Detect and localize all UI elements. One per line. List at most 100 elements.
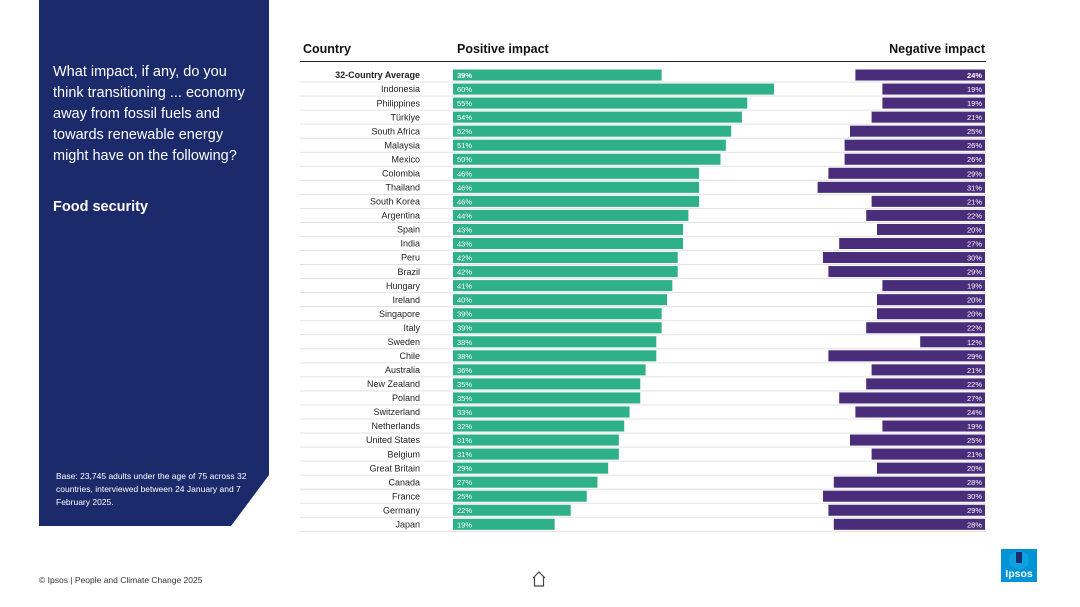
negative-bar-australia	[871, 364, 985, 376]
country-label-india: India	[400, 239, 420, 249]
positive-bar-chile	[453, 350, 657, 362]
negative-bar-t-rkiye	[871, 111, 985, 123]
negative-bar-south-africa	[850, 125, 985, 137]
negative-bar-new-zealand	[866, 378, 985, 390]
positive-bar-italy	[453, 322, 662, 334]
country-label-malaysia: Malaysia	[384, 140, 420, 150]
positive-bar-south-korea	[453, 195, 700, 207]
negative-value-philippines: 19%	[967, 99, 982, 108]
positive-value-great-britain: 29%	[457, 464, 472, 473]
subject-title: Food security	[53, 199, 149, 215]
home-icon[interactable]	[530, 569, 548, 589]
negative-value-singapore: 20%	[967, 310, 982, 319]
negative-value-colombia: 29%	[967, 169, 982, 178]
positive-bar-spain	[453, 223, 684, 235]
header-positive: Positive impact	[457, 42, 549, 56]
negative-bar-argentina	[866, 209, 985, 221]
positive-bar-mexico	[453, 153, 721, 165]
negative-bar-ireland	[877, 294, 985, 306]
country-label-south-korea: South Korea	[370, 197, 420, 207]
positive-bar-canada	[453, 476, 598, 488]
negative-value-thailand: 31%	[967, 183, 982, 192]
country-label-poland: Poland	[392, 393, 420, 403]
chart-area: Country Positive impact Negative impact …	[300, 38, 990, 538]
positive-bar-hungary	[453, 280, 673, 292]
country-label-sweden: Sweden	[387, 337, 420, 347]
positive-bar-india	[453, 237, 684, 250]
positive-bar-indonesia	[453, 83, 774, 95]
positive-value-chile: 38%	[457, 352, 472, 361]
country-label-belgium: Belgium	[387, 449, 420, 459]
positive-value-belgium: 31%	[457, 450, 472, 459]
negative-bar-india	[839, 237, 985, 250]
negative-value-32-country-average: 24%	[967, 71, 982, 80]
positive-value-netherlands: 32%	[457, 422, 472, 431]
negative-value-japan: 28%	[967, 520, 982, 529]
country-label-canada: Canada	[388, 477, 420, 487]
side-panel: What impact, if any, do you think transi…	[39, 0, 269, 526]
negative-value-italy: 22%	[967, 324, 982, 333]
bar-chart: 32-Country Average 39% 24% Indonesia 60% 19% P…	[300, 69, 986, 532]
country-label-hungary: Hungary	[386, 281, 421, 291]
country-label-singapore: Singapore	[379, 309, 420, 319]
negative-value-hungary: 19%	[967, 282, 982, 291]
negative-bar-thailand	[817, 181, 985, 193]
positive-bar-switzerland	[453, 406, 630, 418]
positive-bar-japan	[453, 518, 555, 530]
negative-bar-united-states	[850, 434, 985, 446]
positive-bar-malaysia	[453, 139, 726, 151]
positive-value-japan: 19%	[457, 520, 472, 529]
negative-value-australia: 21%	[967, 366, 982, 375]
positive-bar-philippines	[453, 97, 748, 109]
base-note: Base: 23,745 adults under the age of 75 …	[56, 471, 247, 507]
positive-value-poland: 35%	[457, 394, 472, 403]
ipsos-logo-icon	[1001, 549, 1037, 582]
negative-bar-chile	[828, 350, 985, 362]
negative-bar-colombia	[828, 167, 985, 179]
positive-value-canada: 27%	[457, 478, 472, 487]
negative-bar-south-korea	[871, 195, 985, 207]
header-country: Country	[303, 42, 351, 56]
negative-bar-canada	[833, 476, 985, 488]
country-label-switzerland: Switzerland	[373, 407, 420, 417]
country-label-argentina: Argentina	[381, 211, 420, 221]
positive-bar-poland	[453, 392, 641, 404]
positive-bar-thailand	[453, 181, 700, 193]
negative-value-poland: 27%	[967, 394, 982, 403]
positive-value-hungary: 41%	[457, 282, 472, 291]
negative-value-new-zealand: 22%	[967, 380, 982, 389]
negative-value-brazil: 29%	[967, 268, 982, 277]
negative-value-south-korea: 21%	[967, 197, 982, 206]
country-label-peru: Peru	[401, 253, 420, 263]
positive-value-spain: 43%	[457, 225, 472, 234]
country-label-south-africa: South Africa	[371, 126, 420, 136]
negative-value-belgium: 21%	[967, 450, 982, 459]
header-rule	[300, 61, 986, 62]
positive-bar-france	[453, 490, 587, 502]
country-label-united-states: United States	[366, 435, 421, 445]
country-label-new-zealand: New Zealand	[367, 379, 420, 389]
positive-bar-south-africa	[453, 125, 732, 137]
country-label-ireland: Ireland	[392, 295, 420, 305]
negative-bar-hungary	[882, 280, 985, 292]
positive-value-argentina: 44%	[457, 211, 472, 220]
positive-bar-t-rkiye	[453, 111, 742, 123]
negative-value-peru: 30%	[967, 254, 982, 263]
negative-value-india: 27%	[967, 239, 982, 248]
country-label-brazil: Brazil	[397, 267, 420, 277]
positive-value-mexico: 50%	[457, 155, 472, 164]
header-negative: Negative impact	[889, 42, 985, 56]
negative-bar-brazil	[828, 266, 985, 278]
question-text: What impact, if any, do you think transi…	[53, 64, 245, 164]
positive-value-t-rkiye: 54%	[457, 113, 472, 122]
negative-bar-spain	[877, 223, 985, 235]
negative-bar-mexico	[844, 153, 985, 165]
positive-value-india: 43%	[457, 239, 472, 248]
positive-bar-sweden	[453, 336, 657, 348]
positive-value-australia: 36%	[457, 366, 472, 375]
positive-bar-ireland	[453, 294, 667, 306]
positive-value-singapore: 39%	[457, 310, 472, 319]
negative-value-united-states: 25%	[967, 436, 982, 445]
negative-bar-netherlands	[882, 420, 985, 432]
positive-value-france: 25%	[457, 492, 472, 501]
